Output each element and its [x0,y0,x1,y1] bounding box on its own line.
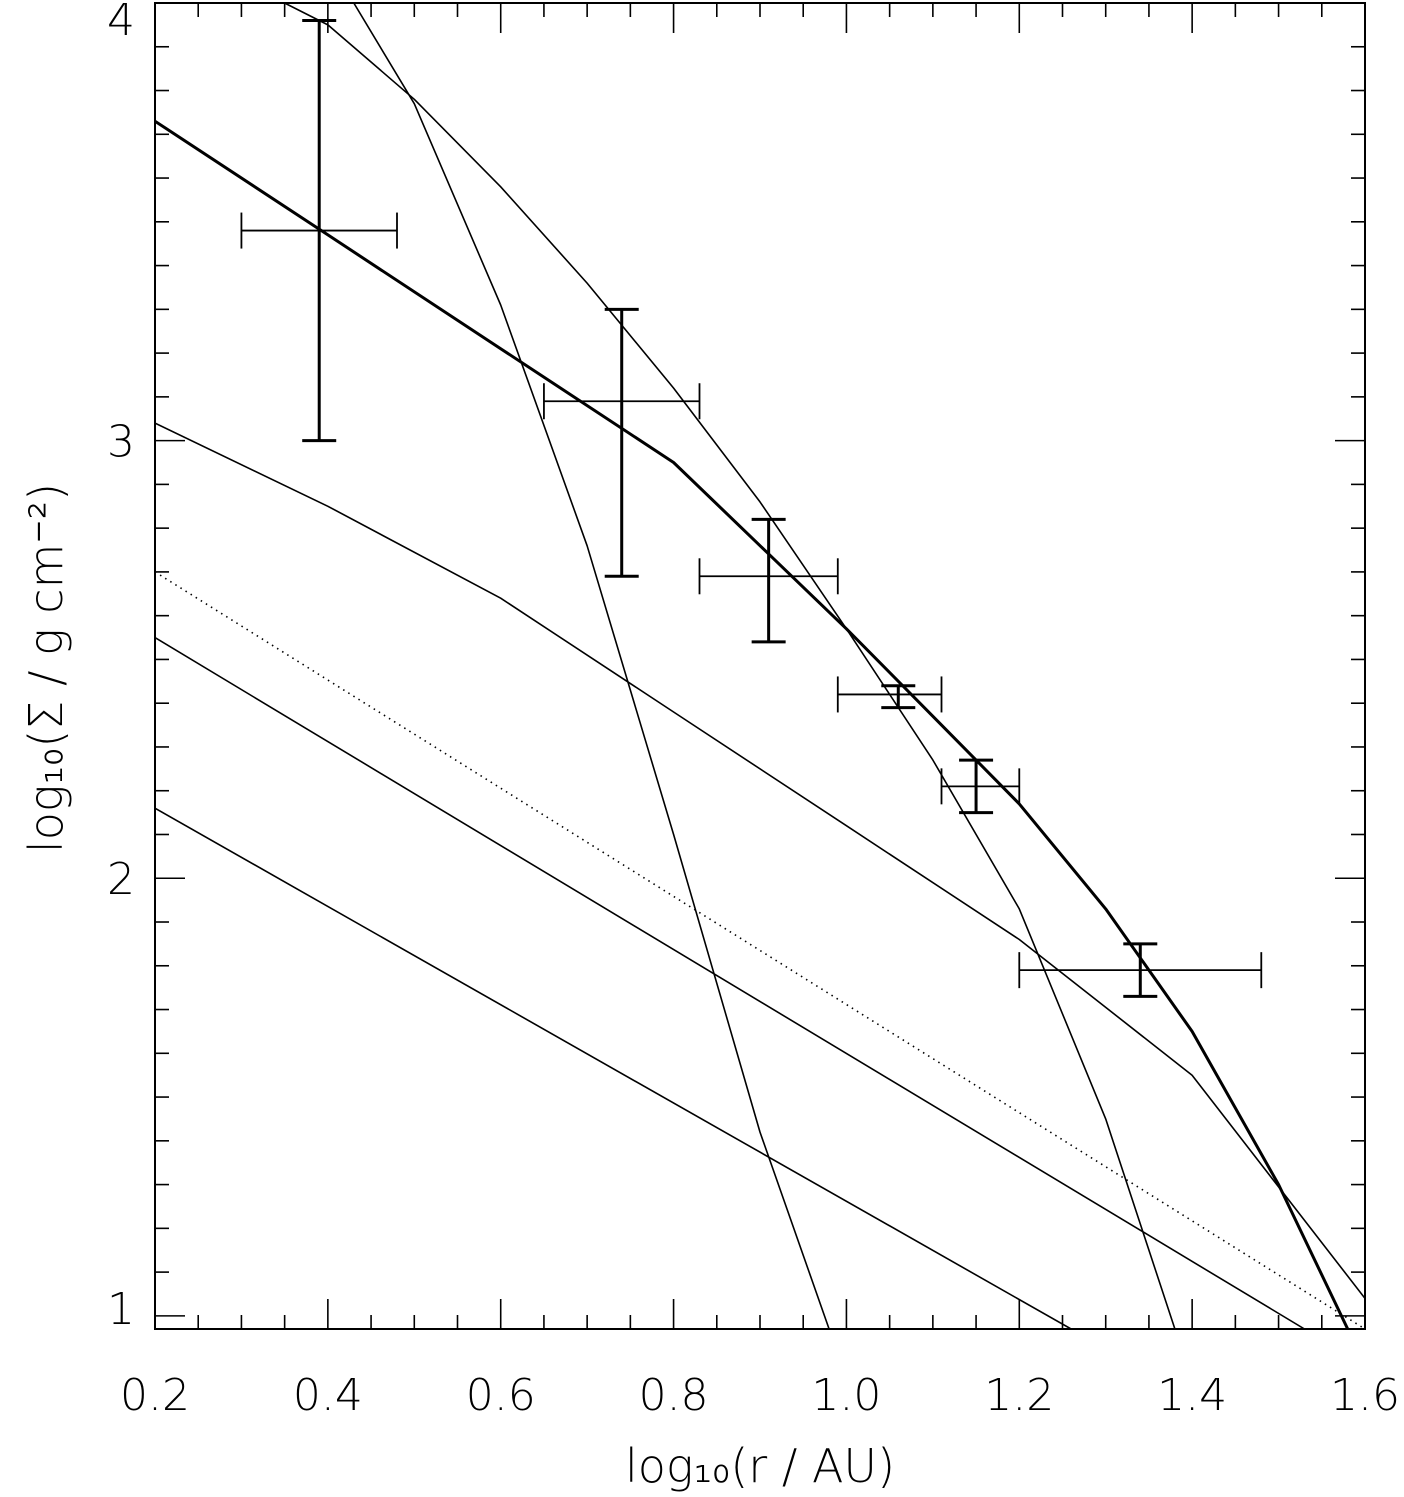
series-line-2 [284,3,1176,1329]
series-line-1 [155,119,1350,1329]
x-tick-label: 1.6 [1330,1370,1400,1421]
y-tick-label: 4 [107,0,135,46]
tick-label-layer: 0.2 0.4 0.6 0.8 1.0 1.2 1.4 1.6 1 2 3 4 [107,0,1400,1421]
data-point-layer [240,19,1263,998]
x-tick-label: 0.6 [466,1370,536,1421]
series-line-3 [353,3,830,1329]
data-point [836,676,943,713]
data-point [1018,942,1263,998]
data-point [698,517,839,644]
series-line-5 [155,571,1365,1329]
series-line-7 [155,807,1072,1329]
y-axis-title: log₁₀(Σ / g cm⁻²) [19,483,73,853]
x-tick-label: 0.2 [120,1370,190,1421]
x-tick-label: 1.0 [811,1370,881,1421]
x-tick-label: 0.8 [639,1370,709,1421]
series-line-4 [155,422,1365,1299]
x-axis-title: log₁₀(r / AU) [625,1439,895,1493]
series-line-6 [155,636,1305,1329]
data-point [240,19,398,443]
y-tick-label: 3 [107,417,135,468]
x-tick-label: 1.4 [1157,1370,1227,1421]
tick-layer [154,2,1366,1329]
data-point [940,758,1021,815]
curve-layer [155,3,1365,1329]
x-tick-label: 0.4 [293,1370,363,1421]
y-tick-label: 2 [107,854,135,905]
x-tick-label: 1.2 [984,1370,1054,1421]
data-point [543,307,701,578]
y-tick-label: 1 [107,1284,135,1335]
